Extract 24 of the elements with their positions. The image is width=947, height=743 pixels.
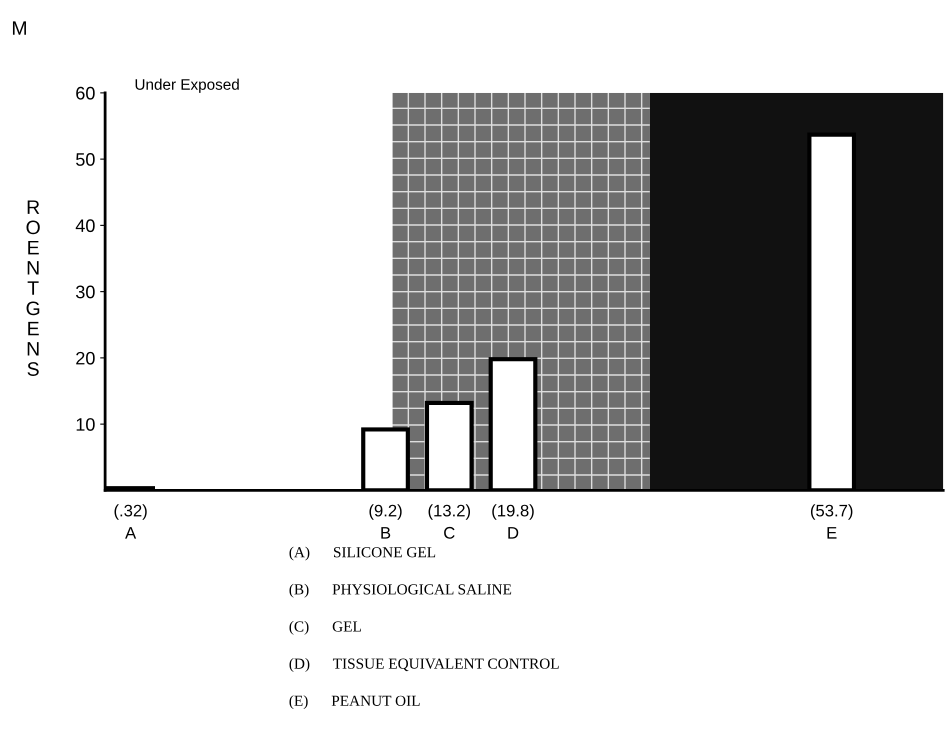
annotation: Under Exposed	[136, 78, 239, 93]
x-tick-label: D	[508, 527, 518, 539]
y-tick-label: 20	[76, 352, 95, 365]
data-label: (19.8)	[492, 504, 534, 520]
data-label: (.32)	[114, 504, 147, 520]
y-tick-label: 50	[76, 153, 95, 166]
x-tick-label: A	[125, 527, 136, 539]
x-tick-label: C	[444, 526, 455, 539]
text: (C) GEL	[290, 620, 361, 635]
text: (D) TISSUE EQUIVALENT CONTROL	[290, 658, 559, 672]
y-tick-label: 60	[76, 86, 95, 100]
text: M	[12, 21, 26, 35]
text: (B) PHYSIOLOGICAL SALINE	[290, 584, 512, 598]
y-tick-label: 40	[76, 219, 95, 232]
data-label: (53.7)	[810, 504, 852, 520]
y-tick-label: 30	[76, 286, 95, 298]
text: (A) SILICONE GEL	[290, 546, 436, 560]
y-tick-label: 10	[76, 418, 95, 431]
x-tick-label: E	[827, 527, 837, 539]
x-tick-label: B	[381, 527, 390, 539]
text: (E) PEANUT OIL	[290, 695, 420, 710]
data-label: (9.2)	[369, 504, 402, 520]
text: ROENTGENS	[26, 200, 40, 376]
data-label: (13.2)	[428, 504, 470, 520]
